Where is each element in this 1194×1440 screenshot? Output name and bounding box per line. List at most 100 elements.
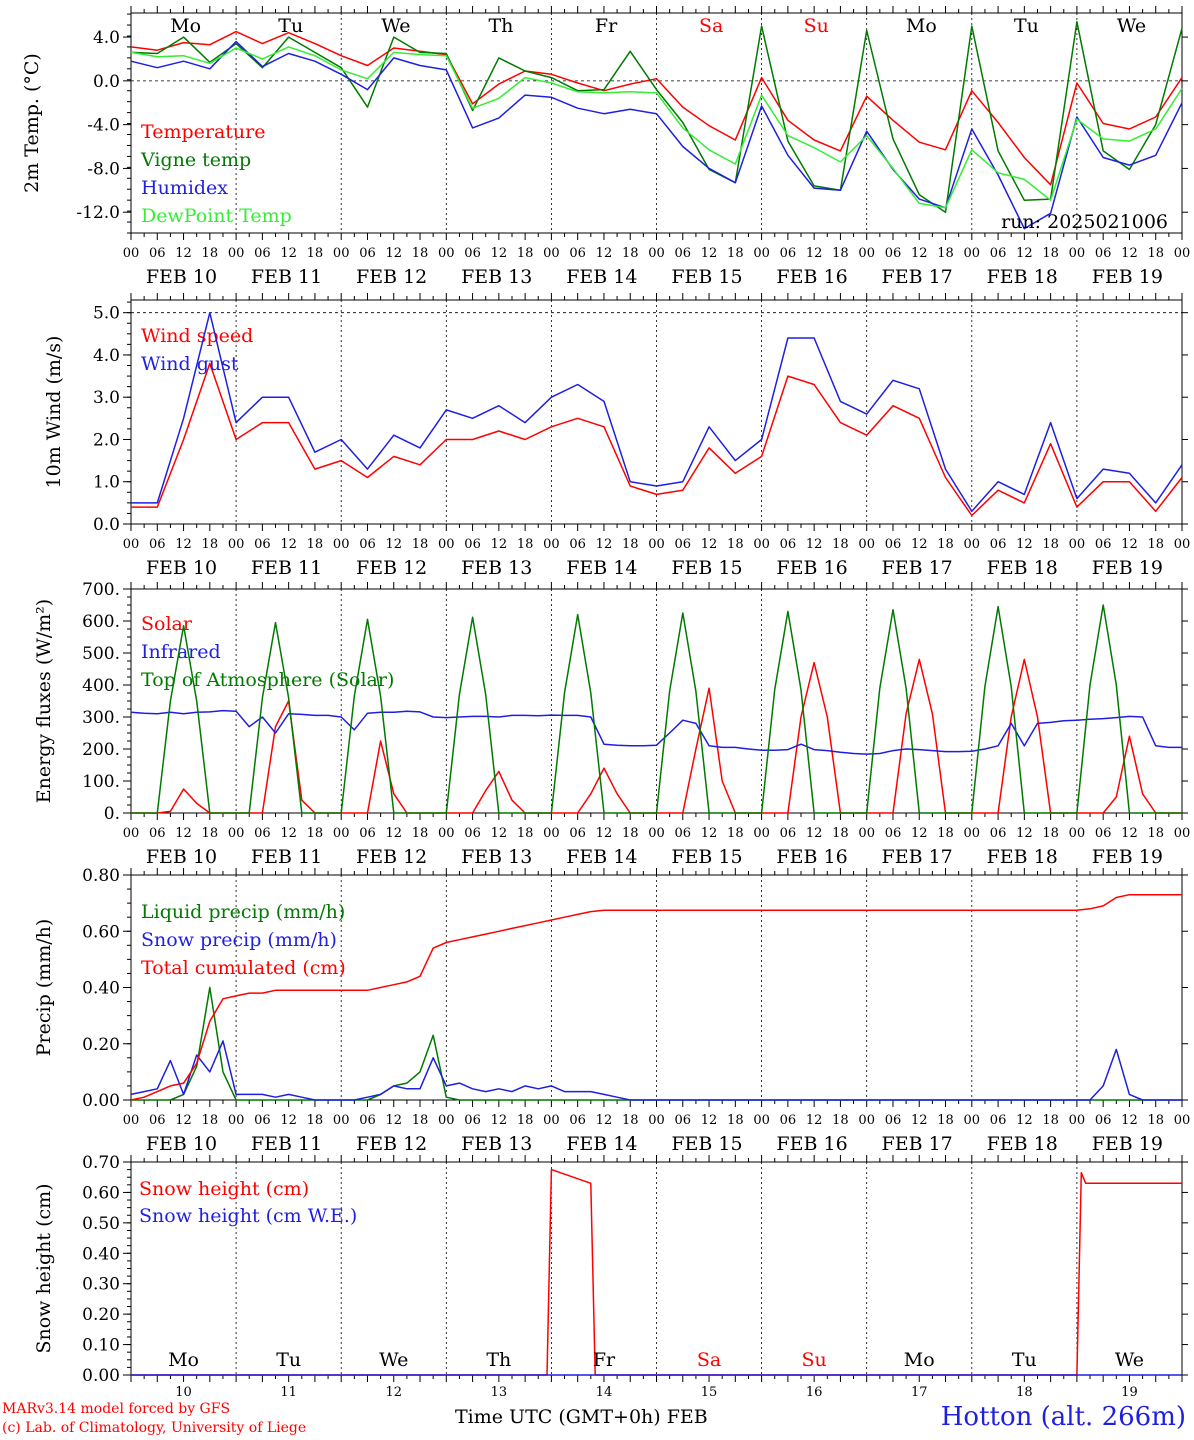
hour-tick-label: 06 xyxy=(464,1113,481,1128)
day-number-label: 17 xyxy=(911,1385,928,1400)
weekday-label: We xyxy=(381,15,410,37)
series-line-wind-gust xyxy=(131,311,1183,513)
weekday-label: Sa xyxy=(697,1349,721,1371)
date-label: FEB 11 xyxy=(251,266,322,288)
series-line-temperature xyxy=(130,30,1183,186)
hour-tick-label: 00 xyxy=(333,1113,350,1128)
date-label: FEB 10 xyxy=(146,846,217,868)
weekday-label: Su xyxy=(804,15,829,37)
date-label: FEB 17 xyxy=(882,557,953,579)
hour-tick-label: 12 xyxy=(1121,826,1138,841)
y-axis-label: Energy fluxes (W/m²) xyxy=(33,599,55,803)
date-label: FEB 14 xyxy=(566,557,637,579)
legend-entry: Vigne temp xyxy=(140,149,251,171)
hour-tick-label: 06 xyxy=(1095,1113,1112,1128)
hour-tick-label: 06 xyxy=(885,246,902,261)
hour-tick-label: 00 xyxy=(753,826,770,841)
hour-tick-label: 00 xyxy=(333,246,350,261)
y-tick-label: 0.0 xyxy=(93,72,120,92)
hour-tick-label: 18 xyxy=(727,1113,744,1128)
hour-tick-label: 12 xyxy=(911,1113,928,1128)
date-label: FEB 19 xyxy=(1092,1133,1163,1155)
series-line-vigne-temp xyxy=(130,21,1183,213)
hour-tick-label: 00 xyxy=(438,246,455,261)
day-number-label: 18 xyxy=(1016,1385,1033,1400)
y-tick-label: -12.0 xyxy=(76,203,120,223)
weekday-label: We xyxy=(1117,15,1146,37)
hour-tick-label: 12 xyxy=(806,537,823,552)
hour-tick-label: 00 xyxy=(1174,246,1191,261)
hour-tick-label: 12 xyxy=(596,246,613,261)
hour-tick-label: 06 xyxy=(569,826,586,841)
y-axis-label: 2m Temp. (°C) xyxy=(21,53,43,193)
series-line-liquid-precip-mm-h- xyxy=(131,986,1182,1101)
weekday-label: Tu xyxy=(278,15,303,37)
hour-tick-label: 06 xyxy=(885,1113,902,1128)
hour-tick-label: 06 xyxy=(149,537,166,552)
hour-tick-label: 12 xyxy=(175,826,192,841)
hour-tick-label: 18 xyxy=(622,246,639,261)
series-line-dewpoint-temp xyxy=(130,46,1183,209)
hour-tick-label: 00 xyxy=(123,826,140,841)
date-label: FEB 13 xyxy=(461,846,532,868)
y-tick-label: 0.30 xyxy=(82,1275,120,1295)
hour-tick-label: 12 xyxy=(280,537,297,552)
station-name: Hotton (alt. 266m) xyxy=(940,1402,1186,1432)
date-label: FEB 17 xyxy=(882,1133,953,1155)
hour-tick-label: 06 xyxy=(990,537,1007,552)
hour-tick-label: 00 xyxy=(333,537,350,552)
hour-tick-label: 18 xyxy=(517,537,534,552)
hour-tick-label: 00 xyxy=(543,826,560,841)
day-number-label: 11 xyxy=(280,1385,297,1400)
y-tick-label: 0.10 xyxy=(82,1336,120,1356)
date-label: FEB 14 xyxy=(566,266,637,288)
date-label: FEB 15 xyxy=(671,557,742,579)
hour-tick-label: 06 xyxy=(1095,246,1112,261)
hour-tick-label: 00 xyxy=(123,246,140,261)
hour-tick-label: 06 xyxy=(780,826,797,841)
hour-tick-label: 18 xyxy=(1042,246,1059,261)
hour-tick-label: 18 xyxy=(517,1113,534,1128)
date-label: FEB 14 xyxy=(566,846,637,868)
hour-tick-label: 00 xyxy=(228,1113,245,1128)
hour-tick-label: 18 xyxy=(202,537,219,552)
hour-tick-label: 18 xyxy=(622,537,639,552)
hour-tick-label: 12 xyxy=(596,1113,613,1128)
date-label: FEB 16 xyxy=(776,557,847,579)
day-number-label: 15 xyxy=(701,1385,718,1400)
y-axis-label: Precip (mm/h) xyxy=(33,919,55,1057)
date-label: FEB 10 xyxy=(146,557,217,579)
date-label: FEB 10 xyxy=(146,1133,217,1155)
hour-tick-label: 18 xyxy=(1147,826,1164,841)
legend-entry: Snow height (cm) xyxy=(139,1178,309,1200)
weekday-label: Fr xyxy=(593,1349,616,1371)
date-label: FEB 18 xyxy=(987,557,1058,579)
hour-tick-label: 06 xyxy=(780,537,797,552)
hour-tick-label: 00 xyxy=(543,246,560,261)
hour-tick-label: 06 xyxy=(254,826,271,841)
hour-tick-label: 06 xyxy=(1095,537,1112,552)
hour-tick-label: 18 xyxy=(937,826,954,841)
y-tick-label: 3.0 xyxy=(93,388,120,408)
date-label: FEB 17 xyxy=(882,846,953,868)
weekday-label: Tu xyxy=(1014,15,1039,37)
hour-tick-label: 00 xyxy=(648,537,665,552)
legend-entry: Temperature xyxy=(141,121,265,143)
weekday-label: Th xyxy=(488,15,513,37)
hour-tick-label: 06 xyxy=(254,1113,271,1128)
hour-tick-label: 00 xyxy=(543,537,560,552)
weekday-label: Mo xyxy=(906,15,937,37)
hour-tick-label: 06 xyxy=(254,246,271,261)
hour-tick-label: 06 xyxy=(359,537,376,552)
date-label: FEB 13 xyxy=(461,266,532,288)
hour-tick-label: 12 xyxy=(596,826,613,841)
y-tick-label: 0.70 xyxy=(82,1153,120,1173)
hour-tick-label: 12 xyxy=(701,537,718,552)
lab-credit: (c) Lab. of Climatology, University of L… xyxy=(2,1420,307,1436)
date-label: FEB 12 xyxy=(356,266,427,288)
hour-tick-label: 00 xyxy=(228,826,245,841)
y-tick-label: 4.0 xyxy=(93,28,120,48)
hour-tick-label: 18 xyxy=(1147,1113,1164,1128)
series-line-infrared xyxy=(130,709,1182,755)
hour-tick-label: 18 xyxy=(832,537,849,552)
